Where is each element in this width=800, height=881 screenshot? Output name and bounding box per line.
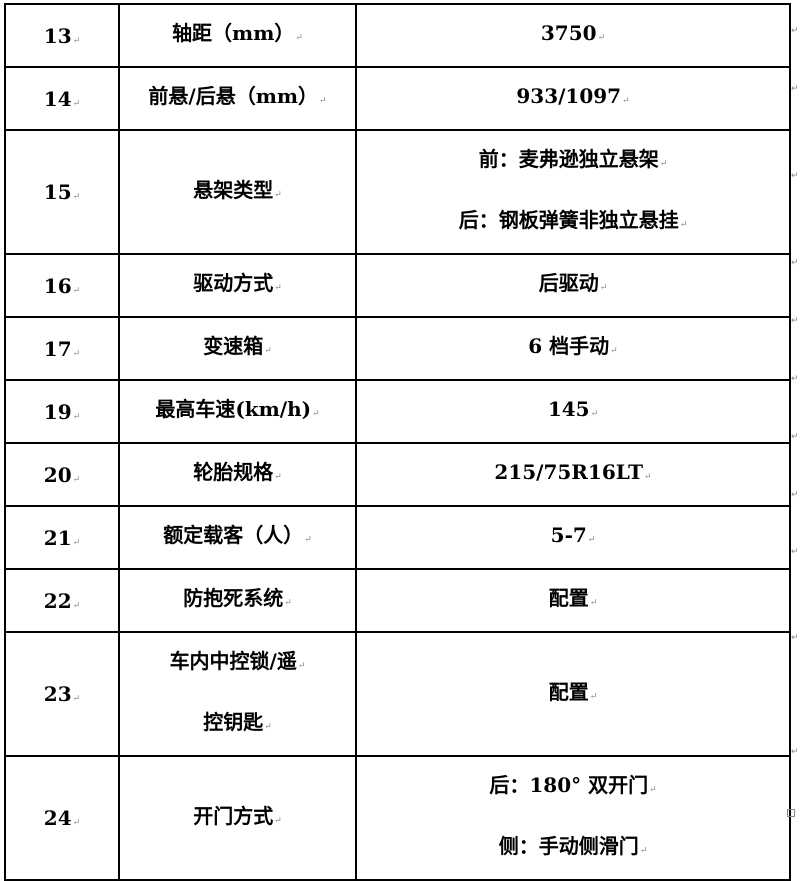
- table-row: 21 额定载客（人）5-7: [4, 505, 791, 570]
- item-name-cell: 悬架类型: [118, 129, 357, 255]
- row-end-mark: ↵: [791, 746, 799, 757]
- row-end-mark: ↵: [791, 632, 799, 643]
- row-end-mark: ↵: [791, 489, 799, 500]
- row-number-cell-text: 21: [44, 526, 80, 550]
- row-number-cell: 24: [4, 755, 120, 881]
- item-value-cell-line: 配置: [357, 664, 789, 725]
- table-row: 14 前悬/后悬（mm）933/1097: [4, 66, 791, 131]
- row-end-mark: ↵: [791, 257, 799, 268]
- item-value-cell-line: 933/1097: [357, 68, 789, 129]
- row-end-mark: ↵: [791, 84, 799, 94]
- item-name-cell-line: 悬架类型: [120, 162, 355, 223]
- row-number-cell-text: 13: [44, 24, 80, 48]
- item-value-cell: 5-7: [355, 505, 791, 570]
- item-value-cell: 6 档手动: [355, 316, 791, 381]
- item-name-cell-line: 变速箱: [120, 318, 355, 379]
- item-name-cell-line: 轮胎规格: [120, 444, 355, 505]
- table-row: 22 防抱死系统配置: [4, 568, 791, 633]
- table-row: 20 轮胎规格215/75R16LT: [4, 442, 791, 507]
- item-value-cell-line: 配置: [357, 570, 789, 631]
- item-name-cell-line: 前悬/后悬（mm）: [120, 68, 355, 129]
- table-row: 23 车内中控锁/遥控钥匙配置: [4, 631, 791, 757]
- item-value-cell: 后驱动: [355, 253, 791, 318]
- row-number-cell-text: 22: [44, 589, 80, 613]
- item-value-cell: 3750: [355, 3, 791, 68]
- row-number-cell: 21: [4, 505, 120, 570]
- table-row: 17 变速箱6 档手动: [4, 316, 791, 381]
- row-end-mark: ↵: [791, 26, 799, 36]
- table-row: 15 悬架类型前：麦弗逊独立悬架后：钢板弹簧非独立悬挂: [4, 129, 791, 255]
- item-name-cell-line: 防抱死系统: [120, 570, 355, 631]
- table-row: 13 轴距（mm）3750: [4, 3, 791, 68]
- row-number-cell-text: 23: [44, 682, 80, 706]
- row-number-cell-text: 20: [44, 463, 80, 487]
- item-value-cell: 后：180° 双开门侧：手动侧滑门: [355, 755, 791, 881]
- row-number-cell: 23: [4, 631, 120, 757]
- item-name-cell-line: 车内中控锁/遥: [120, 633, 355, 694]
- item-name-cell-line: 额定载客（人）: [120, 507, 355, 568]
- item-value-cell: 145: [355, 379, 791, 444]
- item-value-cell: 933/1097: [355, 66, 791, 131]
- item-value-cell-line: 145: [357, 381, 789, 442]
- item-value-cell-line: 3750: [357, 5, 789, 66]
- item-name-cell: 车内中控锁/遥控钥匙: [118, 631, 357, 757]
- item-name-cell: 轮胎规格: [118, 442, 357, 507]
- item-value-cell-line: 后：180° 双开门: [357, 757, 789, 818]
- item-name-cell-line: 控钥匙: [120, 694, 355, 755]
- item-value-cell: 配置: [355, 631, 791, 757]
- item-name-cell: 开门方式: [118, 755, 357, 881]
- row-end-mark: ↵: [791, 316, 799, 326]
- end-of-cell-mark: [787, 809, 795, 817]
- item-value-cell-line: 215/75R16LT: [357, 444, 789, 505]
- item-value-cell: 配置: [355, 568, 791, 633]
- item-name-cell: 变速箱: [118, 316, 357, 381]
- item-value-cell: 215/75R16LT: [355, 442, 791, 507]
- row-number-cell-text: 19: [44, 400, 80, 424]
- item-name-cell-line: 轴距（mm）: [120, 5, 355, 66]
- item-name-cell-line: 最高车速(km/h): [120, 381, 355, 442]
- row-number-cell: 15: [4, 129, 120, 255]
- item-value-cell-line: 后：钢板弹簧非独立悬挂: [357, 192, 789, 253]
- item-name-cell: 防抱死系统: [118, 568, 357, 633]
- row-number-cell: 22: [4, 568, 120, 633]
- item-value-cell-line: 侧：手动侧滑门: [357, 818, 789, 879]
- row-number-cell: 14: [4, 66, 120, 131]
- row-number-cell: 19: [4, 379, 120, 444]
- item-name-cell: 最高车速(km/h): [118, 379, 357, 444]
- spec-table: 13 轴距（mm）3750 14 前悬/后悬（mm）933/1097 15 悬架类型前：麦…: [4, 3, 791, 881]
- row-number-cell: 20: [4, 442, 120, 507]
- item-value-cell-line: 6 档手动: [357, 318, 789, 379]
- item-value-cell-line: 5-7: [357, 507, 789, 568]
- row-end-mark: ↵: [791, 170, 799, 181]
- row-number-cell: 16: [4, 253, 120, 318]
- row-number-cell-text: 24: [44, 806, 80, 830]
- row-number-cell: 13: [4, 3, 120, 68]
- item-name-cell: 前悬/后悬（mm）: [118, 66, 357, 131]
- table-row: 24 开门方式后：180° 双开门侧：手动侧滑门: [4, 755, 791, 881]
- table-row: 19 最高车速(km/h)145: [4, 379, 791, 444]
- row-end-mark: ↵: [791, 432, 799, 442]
- row-number-cell: 17: [4, 316, 120, 381]
- item-value-cell-line: 后驱动: [357, 255, 789, 316]
- item-value-cell: 前：麦弗逊独立悬架后：钢板弹簧非独立悬挂: [355, 129, 791, 255]
- item-name-cell-line: 开门方式: [120, 788, 355, 849]
- item-value-cell-line: 前：麦弗逊独立悬架: [357, 131, 789, 192]
- item-name-cell: 驱动方式: [118, 253, 357, 318]
- row-number-cell-text: 14: [44, 87, 80, 111]
- item-name-cell: 额定载客（人）: [118, 505, 357, 570]
- item-name-cell-line: 驱动方式: [120, 255, 355, 316]
- item-name-cell: 轴距（mm）: [118, 3, 357, 68]
- row-end-mark: ↵: [791, 546, 799, 557]
- row-end-mark: ↵: [791, 374, 799, 384]
- row-number-cell-text: 15: [44, 180, 80, 204]
- row-number-cell-text: 17: [44, 337, 80, 361]
- row-number-cell-text: 16: [44, 274, 80, 298]
- table-row: 16 驱动方式后驱动: [4, 253, 791, 318]
